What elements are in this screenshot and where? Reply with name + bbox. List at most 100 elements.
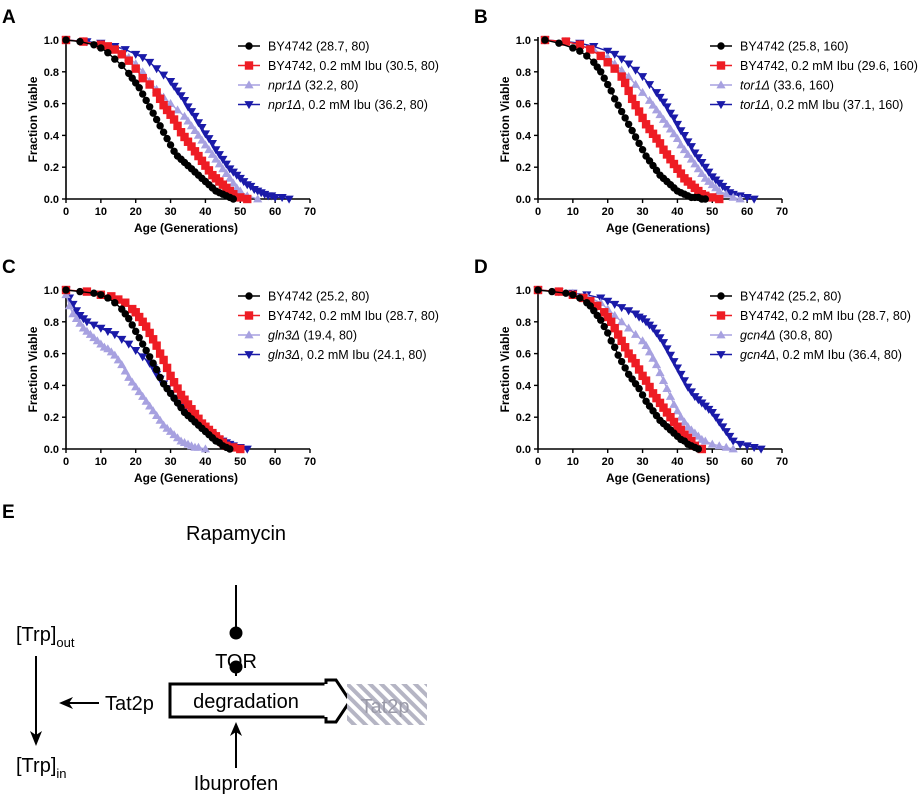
data-point: [131, 308, 140, 317]
data-point: [104, 294, 112, 302]
legend-entry: BY4742 (25.8, 160): [710, 40, 848, 54]
data-point: [672, 133, 683, 142]
data-point: [624, 120, 633, 128]
data-point: [162, 105, 172, 115]
panel-label-c: C: [2, 257, 16, 278]
y-tick-label: 1.0: [44, 35, 59, 47]
data-point: [131, 347, 141, 356]
x-tick-label: 10: [567, 456, 579, 468]
data-point: [148, 406, 158, 415]
legend: BY4742 (25.8, 160) BY4742, 0.2 mM Ibu (29…: [710, 40, 918, 112]
data-point: [604, 80, 612, 89]
data-point: [655, 139, 665, 148]
data-point: [655, 368, 665, 377]
data-point: [277, 194, 287, 203]
data-point: [200, 130, 211, 139]
data-point: [149, 359, 157, 367]
data-point: [104, 49, 112, 57]
data-point: [645, 382, 654, 392]
data-point: [665, 351, 676, 360]
legend-swatch-marker: [716, 61, 726, 70]
data-point: [169, 115, 179, 124]
data-point: [583, 52, 591, 60]
series-3: [533, 285, 738, 453]
data-point: [679, 145, 689, 154]
data-point: [637, 336, 648, 345]
data-point: [127, 377, 137, 386]
data-point: [138, 90, 147, 98]
data-point: [179, 97, 190, 106]
data-point: [159, 128, 168, 136]
data-point: [110, 45, 119, 54]
data-point: [114, 295, 123, 304]
data-point: [665, 391, 676, 400]
data-point: [697, 159, 707, 168]
legend-label: gcn4Δ (30.8, 80): [740, 329, 832, 343]
data-point: [697, 168, 707, 177]
degradation-label: degradation: [193, 691, 299, 713]
data-point: [669, 114, 679, 123]
data-point: [659, 403, 668, 412]
data-point: [190, 112, 200, 121]
data-point: [229, 443, 238, 452]
data-point: [187, 405, 196, 414]
data-point: [228, 178, 238, 187]
data-point: [610, 343, 619, 351]
data-point: [132, 327, 140, 336]
data-point: [172, 87, 183, 96]
data-point: [142, 96, 150, 105]
data-point: [197, 124, 207, 133]
data-point: [648, 353, 658, 362]
legend-label: BY4742, 0.2 mM Ibu (28.7, 80): [268, 309, 439, 323]
legend-entry: gln3Δ (19.4, 80): [238, 329, 357, 343]
x-tick-label: 30: [636, 206, 648, 218]
data-point: [148, 335, 158, 344]
data-point: [204, 145, 214, 154]
data-point: [613, 330, 623, 339]
x-tick-label: 40: [671, 456, 683, 468]
data-point: [604, 329, 612, 337]
y-tick-label: 0.0: [44, 444, 59, 456]
legend-entry: BY4742, 0.2 mM Ibu (30.5, 80): [238, 59, 439, 73]
data-point: [644, 347, 655, 356]
data-point: [714, 186, 724, 195]
tor-inhibition-head: [229, 660, 243, 674]
data-point: [176, 390, 186, 400]
ibuprofen-arrow-head: [230, 722, 242, 736]
data-point: [190, 126, 200, 135]
data-point: [64, 301, 75, 310]
data-point: [725, 432, 735, 441]
data-point: [96, 324, 106, 333]
x-tick-label: 40: [199, 456, 211, 468]
data-point: [648, 129, 658, 139]
data-point: [749, 444, 759, 453]
x-tick-label: 0: [535, 206, 541, 218]
data-point: [179, 111, 190, 120]
data-point: [152, 88, 161, 97]
legend-entry: gcn4Δ (30.8, 80): [710, 329, 832, 343]
series-2: [61, 285, 245, 454]
data-point: [193, 442, 204, 451]
y-tick-label: 0.4: [44, 380, 60, 392]
legend-label: gln3Δ (19.4, 80): [268, 329, 357, 343]
data-point: [631, 133, 640, 141]
data-point: [637, 73, 648, 82]
legend-swatch-marker: [244, 80, 254, 89]
x-tick-label: 70: [304, 206, 316, 218]
data-point: [669, 399, 679, 408]
data-point: [655, 334, 665, 343]
data-point: [82, 318, 92, 327]
data-point: [634, 107, 644, 116]
data-point: [555, 39, 563, 47]
x-tick-label: 20: [602, 456, 614, 468]
data-point: [694, 445, 703, 453]
data-point: [617, 107, 626, 116]
data-point: [596, 51, 605, 61]
data-point: [686, 154, 696, 163]
x-tick-label: 60: [741, 456, 753, 468]
data-point: [183, 116, 193, 125]
data-point: [718, 423, 728, 432]
data-point: [714, 441, 724, 450]
y-axis-label: Fraction Viable: [498, 326, 512, 412]
panel-label-e: E: [2, 502, 15, 523]
